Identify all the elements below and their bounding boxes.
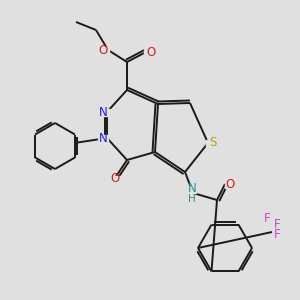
Bar [225, 181, 235, 188]
Bar [188, 196, 196, 202]
Text: O: O [98, 44, 108, 56]
Bar [144, 49, 154, 56]
Bar [99, 46, 109, 53]
Text: H: H [188, 194, 196, 204]
Bar [206, 140, 216, 146]
Bar [110, 176, 120, 184]
Text: N: N [99, 106, 107, 118]
Text: O: O [225, 178, 235, 190]
Text: O: O [146, 46, 156, 59]
Text: S: S [209, 136, 217, 149]
Text: N: N [99, 131, 107, 145]
Text: F: F [274, 218, 280, 230]
Text: O: O [110, 172, 120, 184]
Bar [98, 134, 108, 142]
Text: F: F [274, 227, 280, 241]
Text: N: N [188, 182, 196, 196]
Text: F: F [264, 212, 270, 224]
Bar [96, 109, 110, 116]
Bar [188, 185, 196, 193]
